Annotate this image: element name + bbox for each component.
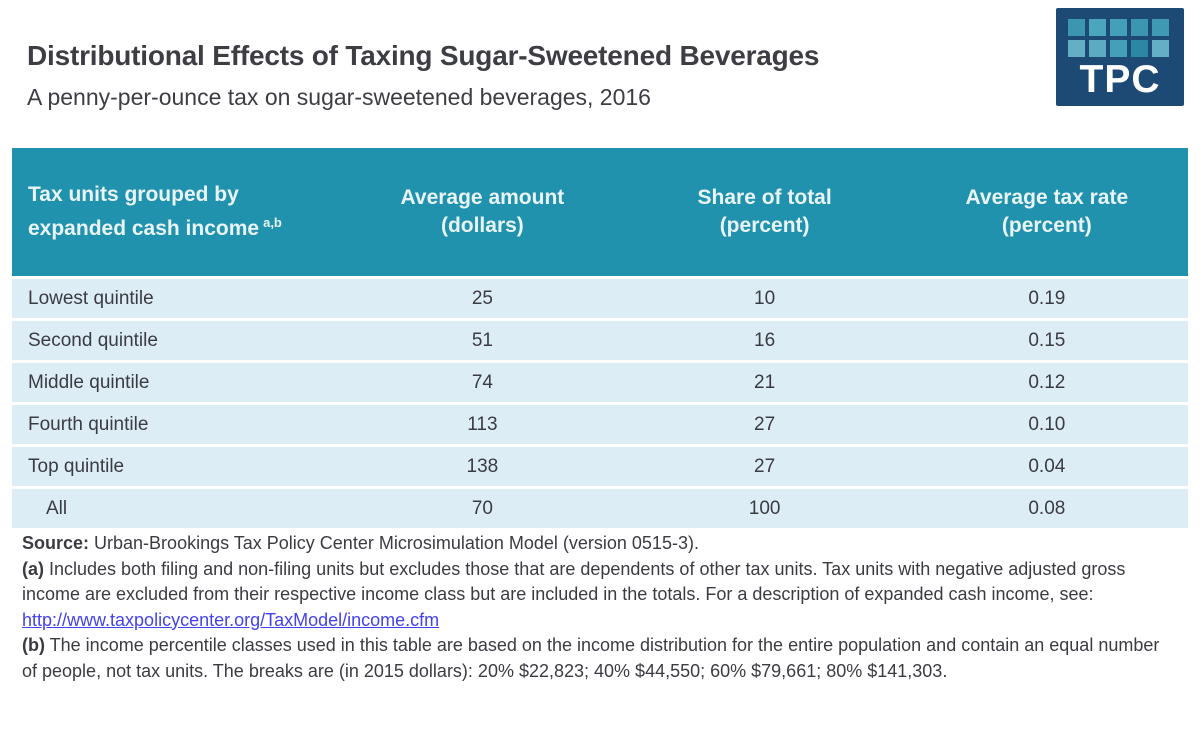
cell-share-of-total: 27 xyxy=(754,413,776,435)
cell-average-amount: 25 xyxy=(471,287,493,309)
row-label: Fourth quintile xyxy=(28,413,149,435)
data-table: Tax units grouped by expanded cash incom… xyxy=(12,148,1188,531)
footnote-b: (b) The income percentile classes used i… xyxy=(22,633,1172,684)
cell-average-tax-rate: 0.10 xyxy=(1028,413,1066,435)
logo-square-icon xyxy=(1089,40,1106,57)
cell-share-of-total: 27 xyxy=(754,455,776,477)
source-note: Source: Urban-Brookings Tax Policy Cente… xyxy=(22,531,1172,557)
cell-average-amount: 138 xyxy=(466,455,499,477)
logo-square-icon xyxy=(1110,40,1127,57)
cell-average-amount: 74 xyxy=(471,371,493,393)
table-row: Fourth quintile 113 27 0.10 xyxy=(12,405,1188,444)
cell-average-tax-rate: 0.19 xyxy=(1028,287,1066,309)
header-cell-income-group: Tax units grouped by expanded cash incom… xyxy=(12,181,341,243)
source-label: Source: xyxy=(22,533,90,553)
table-header-row: Tax units grouped by expanded cash incom… xyxy=(12,148,1188,276)
header-cell-share-of-total: Share of total (percent) xyxy=(624,184,906,240)
cell-share-of-total: 10 xyxy=(754,287,776,309)
table-row: Top quintile 138 27 0.04 xyxy=(12,447,1188,486)
cell-average-amount: 51 xyxy=(471,329,493,351)
footnotes: Source: Urban-Brookings Tax Policy Cente… xyxy=(22,531,1172,684)
row-label: Second quintile xyxy=(28,329,158,351)
footnote-a-label: (a) xyxy=(22,558,44,579)
logo-square-icon xyxy=(1068,19,1085,36)
footnote-b-text: The income percentile classes used in th… xyxy=(22,635,1160,681)
header-cell-average-amount: Average amount (dollars) xyxy=(341,184,623,240)
footnote-a: (a) Includes both filing and non-filing … xyxy=(22,557,1172,634)
footnote-a-text: Includes both filing and non-filing unit… xyxy=(22,558,1126,605)
row-label: Middle quintile xyxy=(28,371,150,393)
logo-square-icon xyxy=(1152,19,1169,36)
cell-average-tax-rate: 0.04 xyxy=(1028,455,1066,477)
header-line: (percent) xyxy=(719,214,810,237)
cell-share-of-total: 16 xyxy=(754,329,776,351)
tpc-logo: TPC xyxy=(1056,8,1184,106)
cell-average-tax-rate: 0.08 xyxy=(1028,497,1066,519)
logo-square-icon xyxy=(1131,19,1148,36)
page-title: Distributional Effects of Taxing Sugar-S… xyxy=(27,40,820,71)
logo-grid-icon xyxy=(1068,19,1172,57)
logo-square-icon xyxy=(1068,40,1085,57)
table-row-all: All 70 100 0.08 xyxy=(12,489,1188,528)
logo-wordmark: TPC xyxy=(1079,58,1161,101)
footnote-b-label: (b) xyxy=(22,635,45,655)
header-line: Average amount xyxy=(400,186,565,209)
cell-average-tax-rate: 0.12 xyxy=(1028,371,1066,393)
table-row: Middle quintile 74 21 0.12 xyxy=(12,363,1188,402)
table-row: Lowest quintile 25 10 0.19 xyxy=(12,279,1188,318)
cell-average-amount: 70 xyxy=(471,497,493,519)
page-subtitle: A penny-per-ounce tax on sugar-sweetened… xyxy=(27,84,651,110)
logo-square-icon xyxy=(1131,40,1148,57)
row-label: Lowest quintile xyxy=(28,287,154,309)
cell-average-amount: 113 xyxy=(467,413,498,435)
cell-average-tax-rate: 0.15 xyxy=(1028,329,1066,351)
cell-share-of-total: 21 xyxy=(754,371,776,393)
cell-share-of-total: 100 xyxy=(748,497,781,519)
header-line: (dollars) xyxy=(440,214,524,237)
header-line: Share of total xyxy=(697,186,832,209)
row-label: All xyxy=(46,497,68,519)
income-definition-link[interactable]: http://www.taxpolicycenter.org/TaxModel/… xyxy=(22,609,440,630)
header-line: (percent) xyxy=(1001,214,1092,237)
row-label: Top quintile xyxy=(28,455,125,477)
footnote-marker: a,b xyxy=(263,215,282,230)
logo-square-icon xyxy=(1089,19,1106,36)
logo-square-icon xyxy=(1152,40,1169,57)
header-cell-average-tax-rate: Average tax rate (percent) xyxy=(906,184,1188,240)
table-row: Second quintile 51 16 0.15 xyxy=(12,321,1188,360)
header-line: Tax units grouped by xyxy=(28,183,239,206)
header-line: expanded cash income xyxy=(28,217,260,240)
logo-square-icon xyxy=(1110,19,1127,36)
source-text: Urban-Brookings Tax Policy Center Micros… xyxy=(89,533,699,553)
header-line: Average tax rate xyxy=(965,186,1129,209)
